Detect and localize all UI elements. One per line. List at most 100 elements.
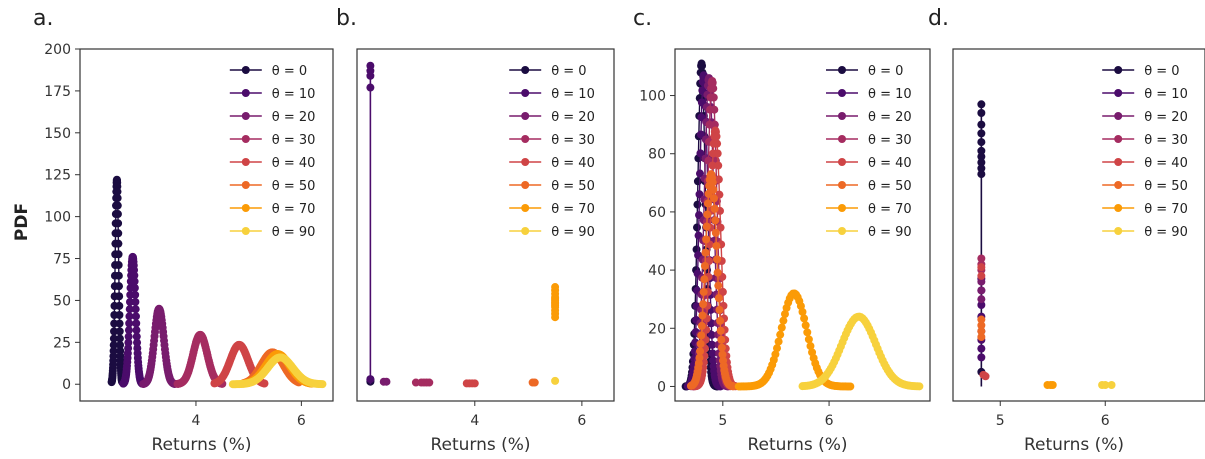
plot-area — [681, 59, 924, 391]
data-point — [260, 379, 269, 388]
legend-label: θ = 50 — [1144, 179, 1188, 194]
legend-marker — [521, 135, 530, 143]
legend-marker — [1114, 135, 1123, 143]
data-point — [981, 372, 990, 381]
data-point — [716, 316, 725, 325]
data-point — [551, 283, 560, 292]
legend-label: θ = 30 — [551, 133, 595, 148]
x-tick-label: 4 — [191, 413, 200, 429]
y-tick-label: 0 — [657, 379, 666, 395]
x-tick-label: 6 — [825, 413, 834, 429]
series-theta-0 — [977, 100, 986, 387]
data-point — [709, 84, 718, 93]
y-tick-label: 80 — [648, 147, 666, 163]
data-point — [1107, 381, 1116, 389]
series-theta-70 — [551, 283, 560, 322]
data-point — [713, 149, 722, 158]
data-point — [977, 263, 986, 272]
data-point — [114, 239, 123, 248]
data-point — [713, 268, 722, 277]
y-tick-label: 100 — [44, 210, 71, 226]
data-point — [714, 294, 723, 303]
axes-frame — [674, 48, 931, 402]
legend-item: θ = 50 — [229, 179, 315, 194]
legend-item: θ = 40 — [1102, 156, 1188, 171]
y-tick-label: 75 — [53, 252, 71, 268]
data-point — [977, 277, 986, 286]
data-point — [699, 300, 708, 309]
legend-label: θ = 30 — [272, 133, 316, 148]
legend-item: θ = 70 — [229, 202, 315, 217]
data-point — [977, 170, 986, 179]
data-point — [114, 250, 123, 259]
legend-marker — [521, 158, 530, 166]
data-point — [977, 120, 986, 129]
data-point — [777, 323, 786, 332]
series-theta-20 — [977, 277, 986, 304]
data-point — [714, 281, 723, 290]
data-point — [712, 132, 721, 141]
data-point — [977, 353, 986, 362]
data-point — [771, 350, 780, 359]
data-point — [382, 377, 391, 386]
series-theta-10 — [366, 61, 375, 385]
legend-item: θ = 30 — [1102, 133, 1188, 148]
plot-area — [107, 175, 327, 389]
series-theta-90 — [1098, 381, 1116, 389]
data-point — [977, 333, 986, 341]
series-theta-50 — [686, 170, 738, 391]
series-theta-70 — [1043, 381, 1057, 389]
data-point — [977, 301, 986, 309]
legend-item: θ = 20 — [826, 110, 912, 125]
data-point — [697, 331, 706, 340]
legend-label: θ = 40 — [551, 156, 595, 171]
data-point — [113, 187, 122, 196]
legend-item: θ = 50 — [1102, 179, 1188, 194]
series-theta-40 — [977, 263, 990, 381]
data-point — [798, 307, 807, 316]
data-point — [115, 319, 124, 328]
data-point — [714, 175, 723, 184]
data-point — [977, 158, 986, 167]
data-point — [125, 319, 134, 328]
legend-label: θ = 0 — [551, 64, 586, 79]
data-point — [713, 255, 722, 264]
data-point — [803, 328, 812, 337]
legend-label: θ = 30 — [1144, 133, 1188, 148]
data-point — [132, 326, 141, 335]
legend-marker — [838, 227, 846, 235]
legend-item: θ = 20 — [1102, 110, 1188, 125]
legend-item: θ = 10 — [826, 87, 912, 102]
data-point — [703, 210, 712, 219]
data-point — [109, 346, 118, 355]
data-point — [801, 321, 810, 330]
data-point — [716, 326, 725, 335]
legend-item: θ = 30 — [229, 133, 316, 148]
data-point — [125, 305, 134, 314]
legend-marker — [1114, 204, 1123, 212]
data-point — [713, 139, 722, 148]
legend-item: θ = 10 — [509, 87, 595, 102]
data-point — [715, 305, 724, 314]
data-point — [977, 164, 986, 173]
legend-marker — [241, 112, 250, 120]
legend-marker — [838, 89, 846, 97]
series-theta-90 — [228, 353, 327, 389]
data-point — [114, 261, 123, 270]
panel-b-letter: b. — [336, 6, 357, 31]
legend-item: θ = 90 — [1102, 225, 1188, 240]
data-point — [695, 169, 704, 178]
data-point — [977, 344, 986, 353]
data-point — [113, 210, 122, 219]
x-tick-label: 6 — [1101, 413, 1110, 429]
data-point — [125, 312, 134, 321]
legend-item: θ = 0 — [509, 64, 587, 79]
data-point — [977, 315, 986, 324]
legend-item: θ = 0 — [1102, 64, 1180, 79]
y-axis-label: PDF — [12, 203, 32, 241]
panel-d-letter: d. — [928, 6, 949, 31]
series-theta-20 — [139, 304, 179, 388]
